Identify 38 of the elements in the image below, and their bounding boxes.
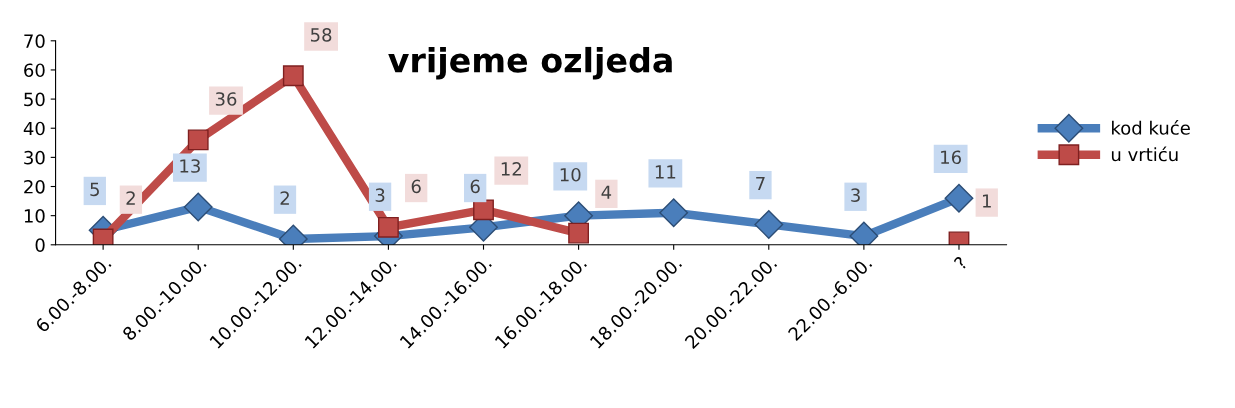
data-label: 7 bbox=[756, 176, 765, 191]
data-label: 13 bbox=[180, 159, 200, 173]
point bbox=[377, 216, 399, 238]
point bbox=[473, 199, 494, 221]
data-label: 6 bbox=[470, 179, 480, 194]
data-label: 58 bbox=[311, 28, 332, 42]
data-label: 3 bbox=[851, 188, 860, 202]
point bbox=[568, 222, 590, 244]
y-tick-label: 10 bbox=[24, 209, 45, 223]
y-tick-label: 70 bbox=[24, 34, 45, 48]
data-label: 2 bbox=[126, 191, 135, 205]
point bbox=[282, 65, 304, 87]
point bbox=[944, 183, 974, 213]
x-tick-label: ? bbox=[953, 255, 968, 271]
chart-title: vrijeme ozljeda bbox=[388, 46, 672, 80]
data-label: 6 bbox=[411, 179, 421, 194]
y-tick-label: 0 bbox=[35, 238, 45, 252]
point bbox=[187, 129, 209, 151]
point bbox=[659, 198, 689, 228]
y-tick-label: 60 bbox=[24, 63, 45, 78]
data-label: 36 bbox=[215, 92, 237, 106]
point bbox=[183, 192, 213, 222]
data-label: 5 bbox=[90, 182, 99, 197]
data-label: 4 bbox=[601, 185, 612, 199]
data-label: 1 bbox=[982, 194, 991, 208]
data-label: 3 bbox=[375, 188, 385, 202]
data-label: 10 bbox=[560, 167, 581, 182]
legend-label: kod kuće bbox=[1112, 120, 1190, 135]
data-label: 11 bbox=[655, 165, 676, 179]
y-tick-label: 50 bbox=[24, 92, 45, 107]
data-label: 2 bbox=[280, 191, 289, 205]
y-tick-label: 40 bbox=[23, 121, 45, 136]
point bbox=[754, 209, 784, 239]
data-label: 12 bbox=[501, 162, 521, 176]
data-label: 16 bbox=[941, 150, 961, 165]
y-tick-label: 30 bbox=[24, 150, 45, 165]
legend-label: u vrtiću bbox=[1111, 146, 1178, 162]
y-tick-label: 20 bbox=[24, 179, 45, 194]
